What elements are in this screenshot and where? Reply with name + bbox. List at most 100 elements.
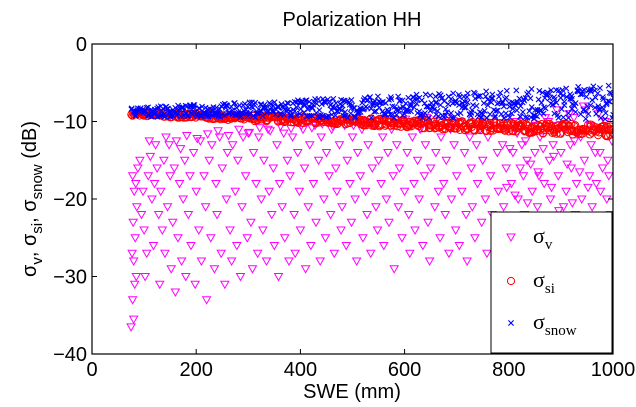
data-point-v [136,211,147,220]
data-point-v [274,180,285,189]
data-point-snow [503,94,510,101]
data-point-snow [422,110,429,117]
data-point-snow [422,91,429,98]
data-point-snow [514,98,521,105]
data-point-v [393,203,404,212]
legend: σv σsi σsnow [490,211,613,354]
data-point-snow [253,110,260,117]
data-point-v [248,149,259,158]
data-point-snow [500,115,507,122]
data-point-snow [560,114,567,121]
data-point-v [246,218,256,228]
data-point-v [128,218,139,228]
data-point-v [574,168,585,177]
data-point-v [216,249,227,259]
data-point-snow [563,93,570,100]
data-point-v [350,195,360,205]
data-point-v [586,141,596,150]
data-point-v [295,226,306,236]
data-point-si [601,123,611,132]
data-point-snow [585,111,592,118]
data-point-v [602,156,613,166]
data-point-v [278,129,289,139]
data-point-v [169,164,180,174]
data-point-v [150,141,161,150]
data-point-v [230,187,241,197]
x-tick-label: 1000 [591,359,636,381]
data-point-v [160,249,170,259]
data-point-v [446,195,457,205]
data-point-v [171,137,182,146]
data-point-v [360,187,371,197]
data-point-snow [599,94,606,101]
data-point-v [178,195,189,205]
data-point-v [284,257,294,267]
data-point-v [330,164,341,174]
data-point-v [334,141,345,150]
data-point-v [252,249,263,259]
data-point-snow [539,89,546,96]
data-point-v [242,234,253,243]
data-point-snow [402,100,409,107]
data-point-v [423,218,433,228]
data-point-v [277,203,288,212]
data-point-v [290,249,301,259]
data-point-v [162,203,173,212]
data-point-v [429,203,440,212]
data-point-v [217,164,228,174]
data-point-v [265,127,276,136]
data-point-v [304,141,315,150]
data-point-v [407,133,418,143]
data-point-v [567,199,578,208]
data-point-snow [478,114,485,121]
data-point-snow [457,110,464,117]
data-point-snow [594,90,601,97]
x-axis-label: SWE (mm) [303,381,401,403]
data-point-snow [259,113,266,120]
data-point-v [193,226,204,236]
data-point-v [371,203,381,212]
data-point-v [167,218,178,228]
data-point-v [127,172,138,181]
data-point-v [546,183,557,193]
data-point-v [139,226,149,236]
data-point-v [264,187,275,197]
data-point-v [155,187,166,197]
data-point-snow [587,102,594,109]
data-point-snow [296,110,303,117]
data-point-snow [315,96,322,103]
data-point-si [552,129,561,138]
data-point-snow [332,100,339,107]
data-point-snow [488,99,495,106]
y-tick-label: 0 [76,34,87,56]
data-point-v [477,156,488,166]
data-point-v [251,180,261,189]
data-point-snow [519,108,526,115]
data-point-v [403,211,414,220]
data-point-v [539,180,550,189]
data-point-snow [246,99,253,106]
data-point-snow [317,112,324,119]
legend-marker-si [506,276,516,286]
data-point-v [332,187,342,197]
data-point-v [441,156,452,166]
data-point-snow [287,113,294,120]
data-point-snow [293,112,300,119]
data-point-v [351,257,362,267]
data-point-snow [473,102,480,109]
data-point-v [346,218,357,228]
data-point-v [459,149,470,158]
data-point-v [226,257,237,267]
data-point-v [175,145,186,154]
data-point-v [358,234,368,243]
data-point-v [231,242,242,251]
data-point-v [131,273,142,282]
data-point-v [213,127,223,136]
data-point-snow [447,95,454,102]
data-point-v [352,149,363,158]
data-point-si [609,125,613,134]
data-point-v [399,187,410,197]
data-point-v [164,141,174,150]
data-point-v [485,172,496,181]
data-point-v [166,265,177,274]
